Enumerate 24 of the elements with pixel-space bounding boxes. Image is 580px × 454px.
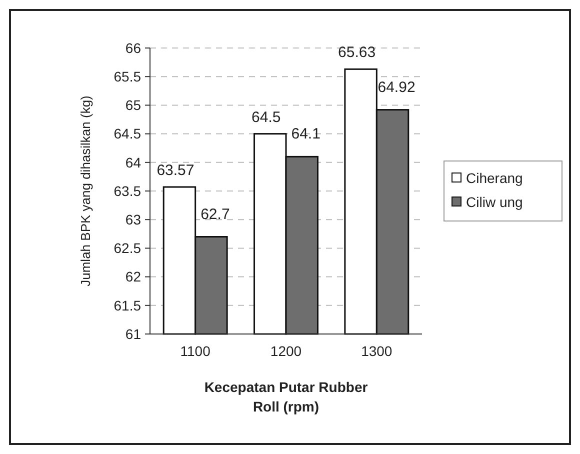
x-tick-label: 1100 xyxy=(180,343,211,359)
y-tick-label: 62.5 xyxy=(114,240,142,256)
data-label: 62.7 xyxy=(200,206,230,223)
y-tick-label: 62 xyxy=(125,268,142,285)
legend-label: Ciliw ung xyxy=(466,194,523,210)
y-axis-title: Jumlah BPK yang dihasilkan (kg) xyxy=(78,96,93,286)
y-tick-label: 66 xyxy=(125,40,142,56)
y-tick-label: 61 xyxy=(125,326,142,342)
y-tick-label: 63 xyxy=(125,212,142,228)
x-tick-label: 1300 xyxy=(361,343,392,359)
y-tick-label: 61.5 xyxy=(114,297,142,314)
data-label: 64.5 xyxy=(252,108,281,126)
y-tick-label: 64.5 xyxy=(114,126,142,142)
x-tick-label: 1200 xyxy=(270,343,302,359)
x-axis-title: Kecepatan Putar Rubber Roll (rpm) xyxy=(204,379,368,415)
y-tick-label: 65 xyxy=(125,97,142,114)
legend-label: Ciherang xyxy=(466,170,523,186)
y-tick-label: 63.5 xyxy=(114,182,142,199)
data-label: 64.1 xyxy=(291,126,320,143)
data-label: 64.92 xyxy=(378,78,416,96)
data-label: 63.57 xyxy=(156,162,194,179)
data-label: 65.63 xyxy=(338,44,376,62)
y-tick-label: 65.5 xyxy=(114,68,142,84)
y-tick-label: 64 xyxy=(125,154,142,170)
